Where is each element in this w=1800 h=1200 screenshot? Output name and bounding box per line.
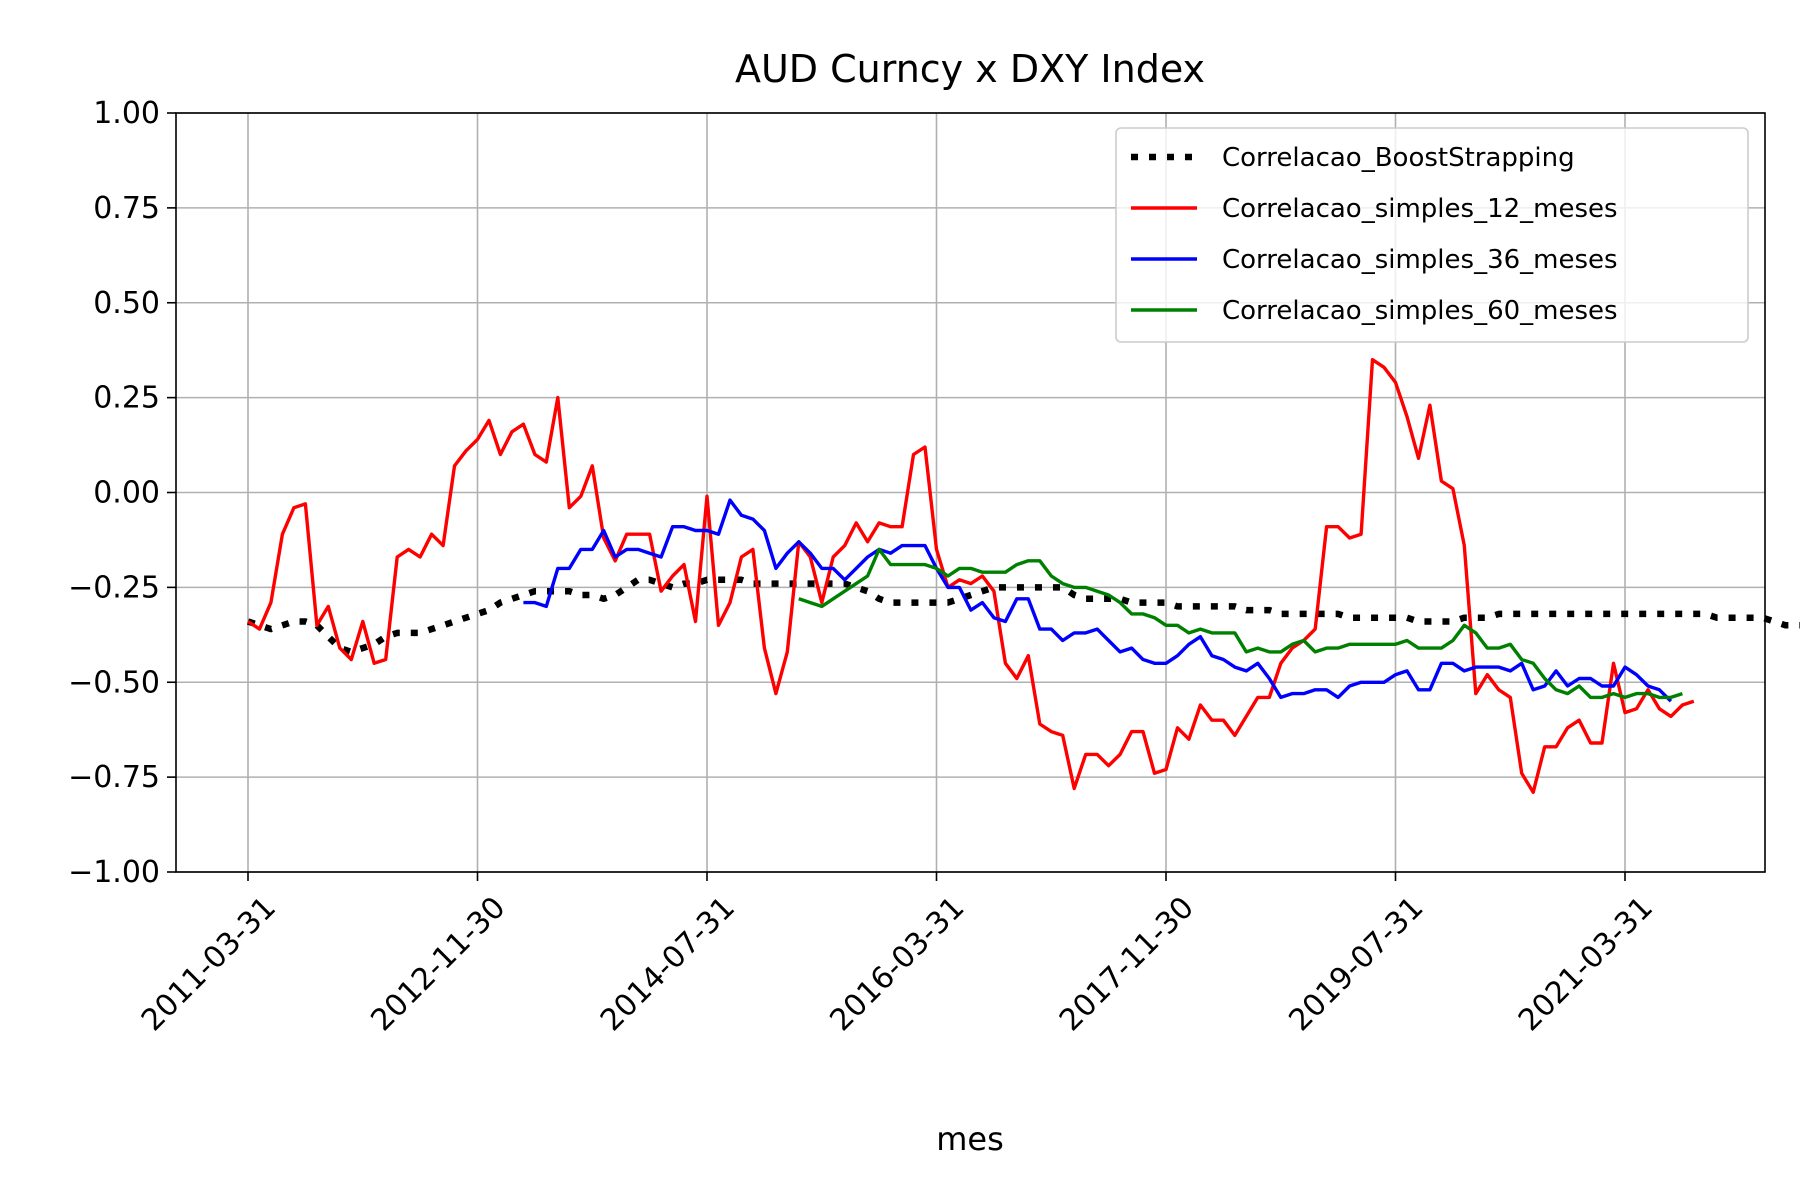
y-axis: 1.00 0.75 0.50 0.25 0.00 −0.25 −0.50 −0.75 −1.00 [68,96,176,890]
chart-title: AUD Curncy x DXY Index [735,47,1205,91]
legend-box [1115,127,1749,343]
y-tick-label: −0.50 [68,665,160,700]
legend-label-3: Correlacao_simples_36_meses [1222,245,1618,275]
y-tick-label: −0.75 [68,760,160,795]
y-tick-label: 0.75 [93,191,160,226]
legend-label-2: Correlacao_simples_12_meses [1222,194,1618,224]
y-tick-label: 0.25 [93,381,160,416]
y-tick-label: −1.00 [68,855,160,890]
plot-series [246,358,1800,794]
y-tick-label: 1.00 [93,96,160,131]
x-axis-label: mes [936,1120,1004,1158]
series-line-3 [523,498,1673,703]
y-tick-label: 0.00 [93,476,160,511]
legend-label-4: Correlacao_simples_60_meses [1222,296,1618,326]
y-tick-label: −0.25 [68,570,160,605]
y-tick-label: 0.50 [93,286,160,321]
legend[interactable]: Correlacao_BoostStrapping Correlacao_simp… [1115,127,1749,343]
legend-label-1: Correlacao_BoostStrapping [1222,143,1575,173]
series-line-4 [798,547,1683,700]
series-line-2 [247,358,1695,794]
